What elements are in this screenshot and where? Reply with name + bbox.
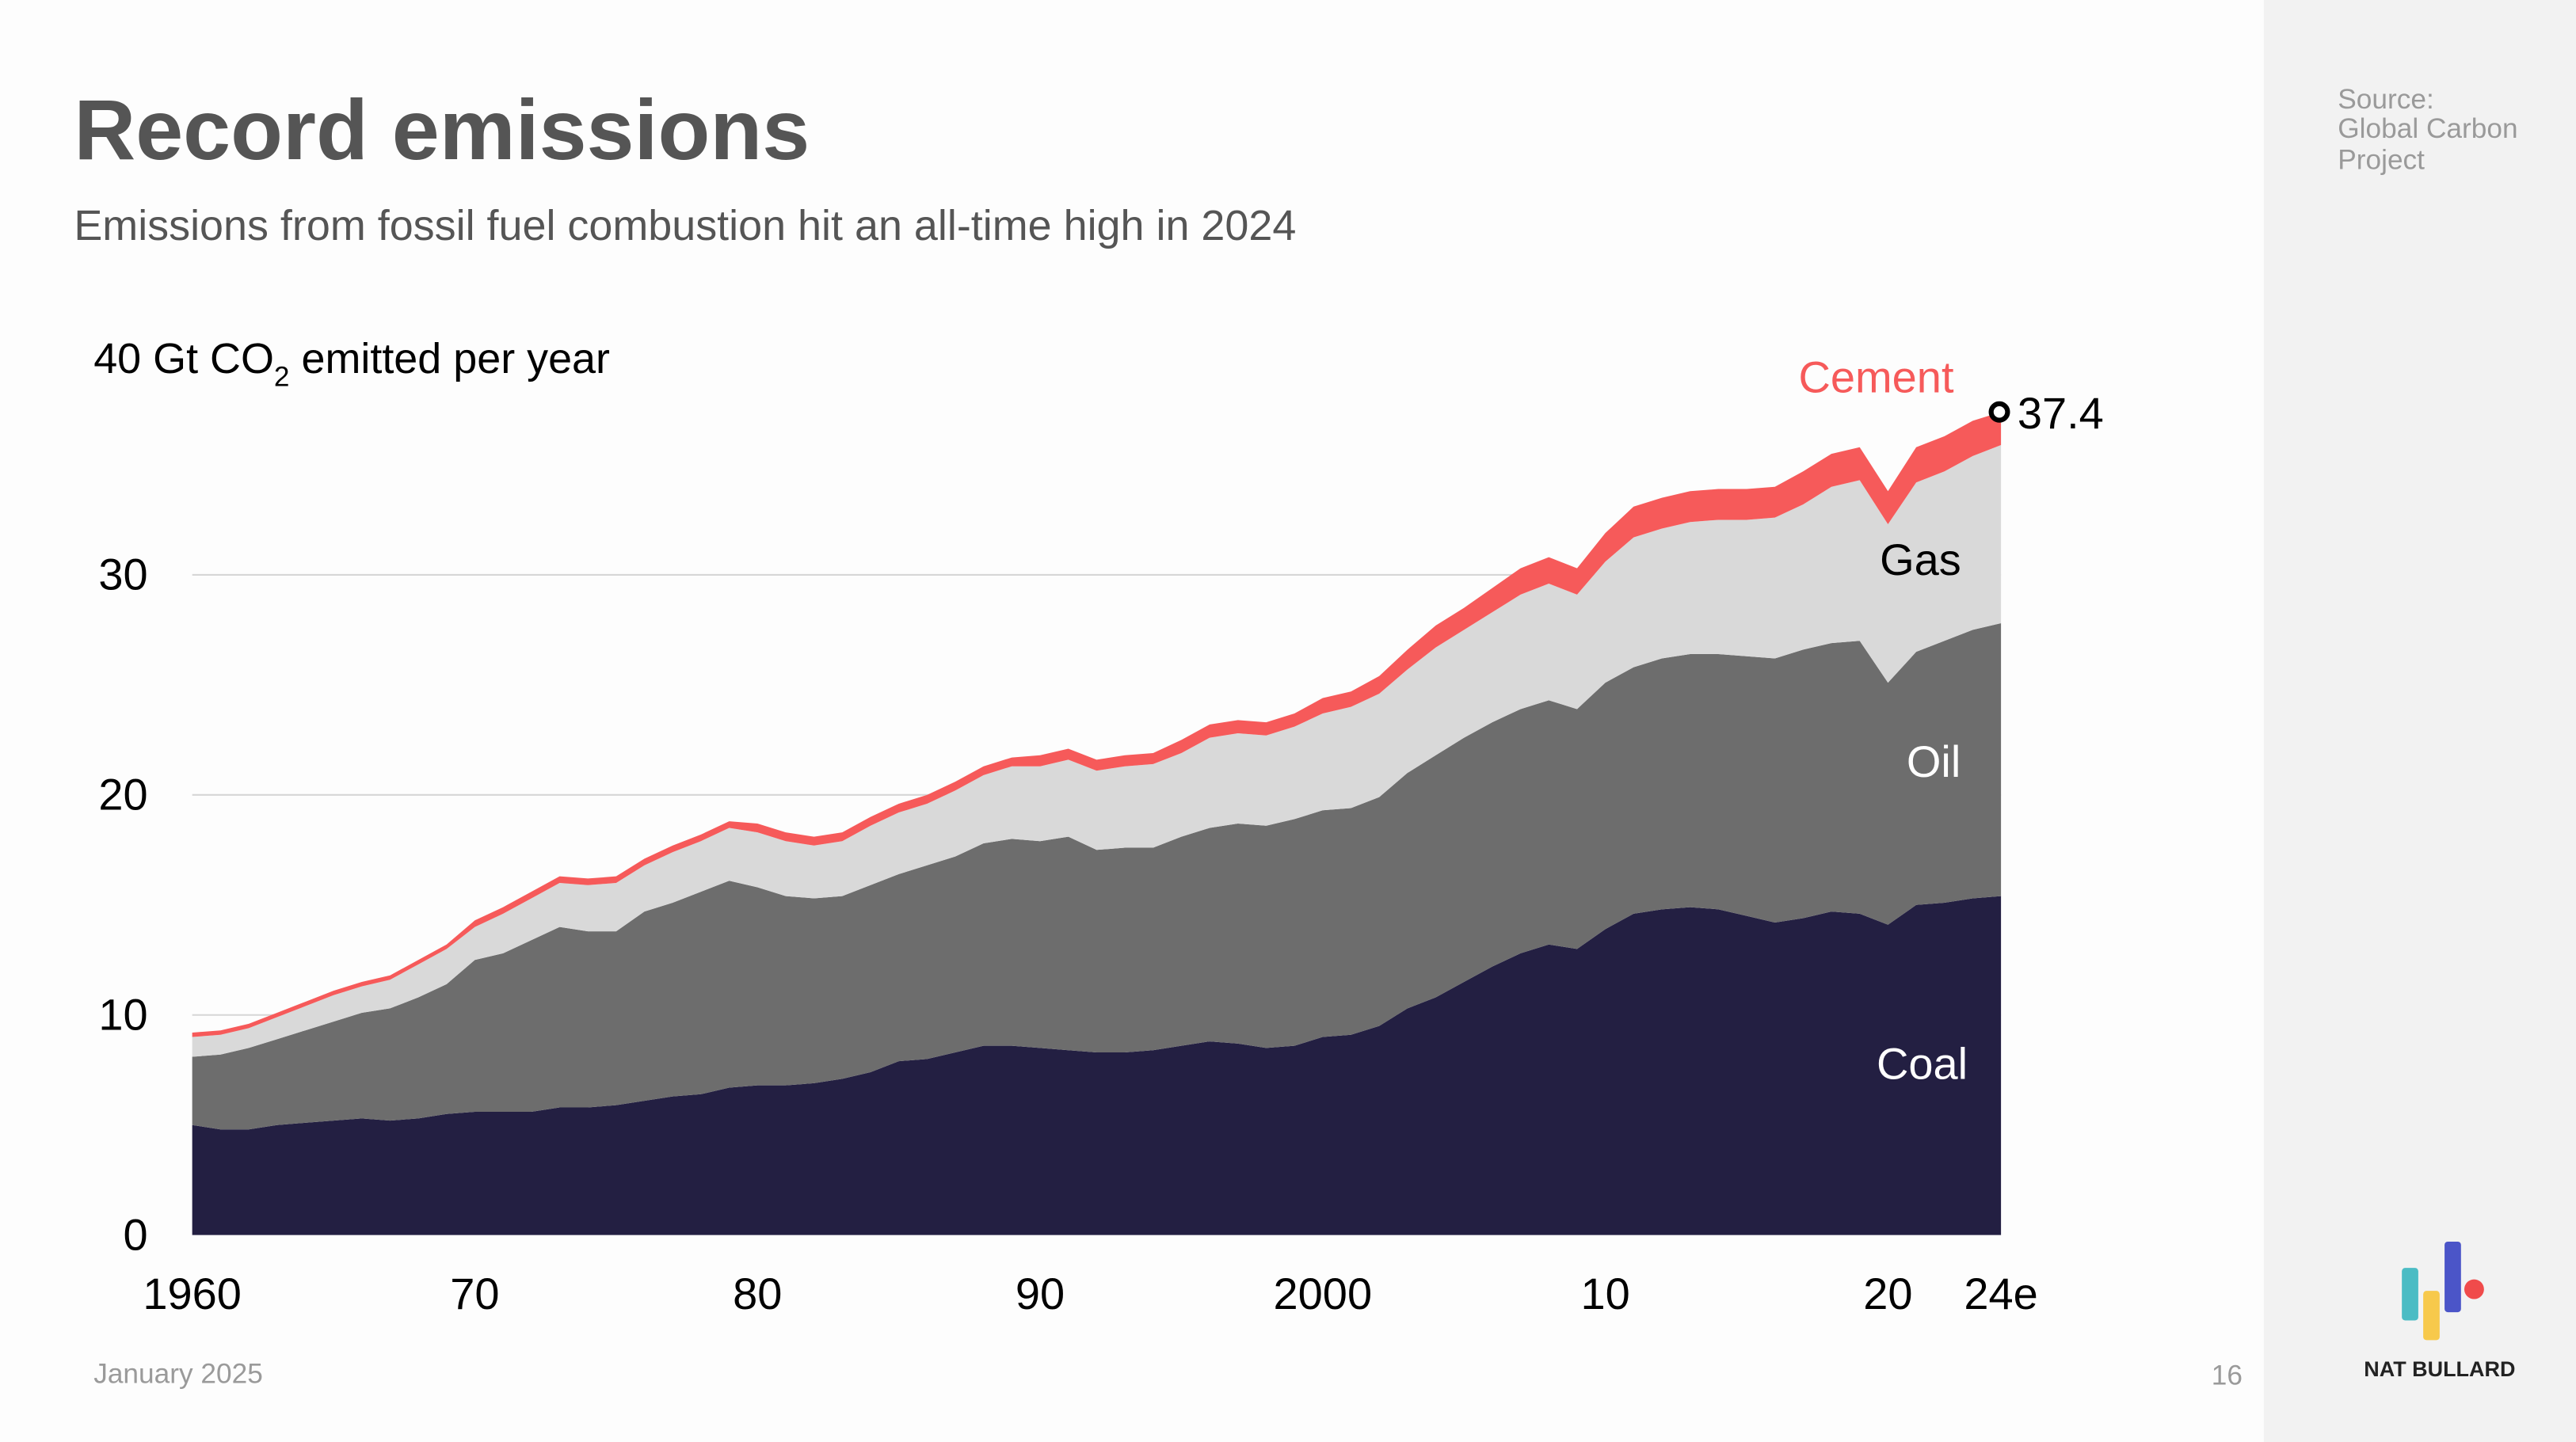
- y-axis-label: 40 Gt CO2 emitted per year: [93, 335, 610, 393]
- nat-bullard-logo-icon: [2402, 1241, 2484, 1341]
- y-tick-label: 20: [98, 769, 147, 819]
- label-cement: Cement: [1798, 352, 1953, 402]
- source-line: Global Carbon: [2338, 113, 2517, 144]
- source-note: Source: Global Carbon Project: [2338, 84, 2517, 176]
- y-axis-label-subscript: 2: [274, 361, 290, 392]
- area-gas: [192, 444, 2002, 1057]
- x-axis-ticks: 1960 70 80 90 2000 10 20 24e: [143, 1269, 2037, 1318]
- page-title: Record emissions: [74, 82, 810, 177]
- y-tick-label: 10: [98, 989, 147, 1039]
- x-tick-label: 90: [1016, 1269, 1065, 1318]
- x-tick-label: 2000: [1274, 1269, 1373, 1318]
- area-coal: [192, 896, 2002, 1235]
- source-line: Project: [2338, 145, 2425, 176]
- area-cement: [192, 412, 2002, 1037]
- logo-bar-teal: [2402, 1268, 2418, 1321]
- x-tick-label: 20: [1863, 1269, 1912, 1318]
- y-axis-ticks: 0 10 20 30: [98, 550, 147, 1260]
- stacked-areas: [192, 412, 2002, 1235]
- label-gas: Gas: [1880, 535, 1961, 584]
- side-panel: [2263, 0, 2576, 1442]
- brand-name: NAT BULLARD: [2364, 1357, 2515, 1381]
- y-axis-label-main: 40 Gt CO: [93, 335, 274, 382]
- source-line: Source:: [2338, 84, 2433, 115]
- logo-bar-yellow: [2423, 1291, 2440, 1341]
- page-number: 16: [2212, 1360, 2243, 1391]
- x-tick-label: 1960: [143, 1269, 242, 1318]
- endpoint-marker: [1988, 401, 2010, 423]
- label-oil: Oil: [1907, 736, 1961, 786]
- logo-dot-red: [2464, 1279, 2484, 1299]
- y-tick-label: 0: [124, 1209, 148, 1259]
- page-subtitle: Emissions from fossil fuel combustion hi…: [74, 202, 1296, 249]
- endpoint-value-label: 37.4: [2018, 388, 2104, 438]
- y-axis-label-rest: emitted per year: [290, 335, 611, 382]
- y-tick-label: 30: [98, 550, 147, 599]
- x-tick-label: 70: [450, 1269, 499, 1318]
- label-coal: Coal: [1877, 1039, 1968, 1089]
- footer-date: January 2025: [93, 1358, 263, 1389]
- logo-bar-blue: [2445, 1241, 2461, 1313]
- area-oil: [192, 623, 2002, 1130]
- x-tick-label: 24e: [1964, 1269, 2037, 1318]
- x-tick-label: 80: [733, 1269, 782, 1318]
- x-tick-label: 10: [1580, 1269, 1629, 1318]
